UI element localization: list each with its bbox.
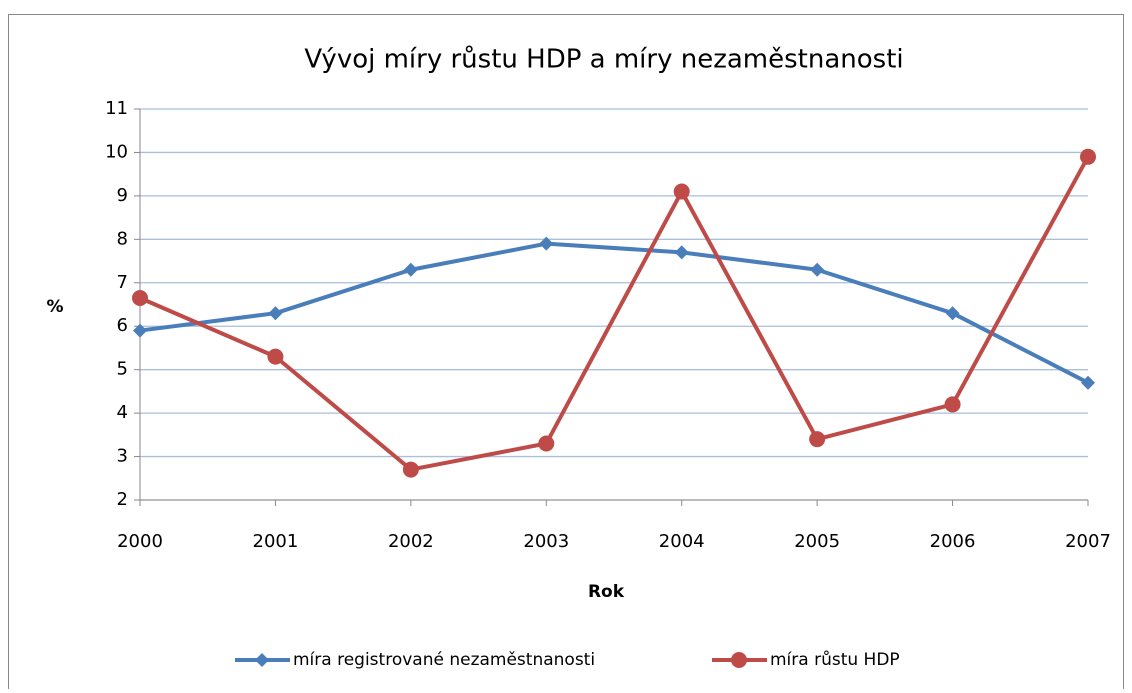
y-tick-label: 6 <box>117 315 128 336</box>
series-line <box>139 155 1090 472</box>
data-point <box>674 245 689 260</box>
data-point <box>809 431 826 448</box>
y-tick-label: 7 <box>117 272 128 293</box>
data-point <box>267 348 284 365</box>
data-point <box>810 262 825 277</box>
y-tick-label: 2 <box>117 489 128 510</box>
x-tick-label: 2007 <box>1065 531 1111 552</box>
x-tick-label: 2002 <box>388 531 434 552</box>
data-point <box>945 306 960 321</box>
x-tick-label: 2000 <box>117 531 163 552</box>
x-tick-label: 2004 <box>659 531 705 552</box>
chart-title: Vývoj míry růstu HDP a míry nezaměstnano… <box>304 45 903 75</box>
x-axis-label: Rok <box>588 582 625 602</box>
legend-marker <box>731 652 747 668</box>
data-point <box>403 262 418 277</box>
legend-marker <box>255 653 269 667</box>
data-point <box>673 183 690 200</box>
data-point <box>1080 148 1096 165</box>
data-point <box>133 323 147 338</box>
legend-label: míra registrované nezaměstnanosti <box>293 650 595 670</box>
x-tick-label: 2001 <box>253 531 299 552</box>
y-tick-label: 3 <box>117 446 128 467</box>
x-tick-label: 2005 <box>794 531 840 552</box>
series-line <box>139 241 1089 385</box>
y-tick-label: 4 <box>117 402 128 423</box>
y-tick-label: 9 <box>117 185 128 206</box>
legend-label: míra růstu HDP <box>770 650 900 670</box>
y-tick-label: 8 <box>117 228 128 249</box>
data-point <box>1081 375 1095 390</box>
x-tick-label: 2006 <box>930 531 976 552</box>
chart-frame <box>8 14 1124 693</box>
data-point <box>402 461 419 478</box>
data-point <box>944 396 961 413</box>
y-tick-label: 11 <box>105 98 128 119</box>
y-tick-label: 10 <box>105 141 128 162</box>
data-point <box>538 435 555 452</box>
y-tick-label: 5 <box>117 359 128 380</box>
y-axis-label: % <box>46 297 63 317</box>
x-tick-label: 2003 <box>523 531 569 552</box>
data-point <box>539 236 554 251</box>
data-point <box>268 306 283 321</box>
data-point <box>132 289 148 306</box>
